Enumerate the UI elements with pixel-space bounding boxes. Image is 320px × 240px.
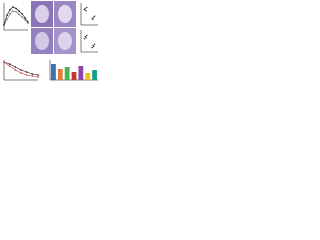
bar xyxy=(57,69,63,80)
line xyxy=(3,6,29,25)
point xyxy=(84,7,86,10)
point xyxy=(14,69,17,71)
tissue-region xyxy=(58,32,72,50)
tissue-region xyxy=(35,5,49,23)
point xyxy=(31,75,34,77)
point xyxy=(12,6,14,8)
bar xyxy=(92,70,97,80)
figure xyxy=(3,1,98,81)
point xyxy=(92,44,94,47)
point xyxy=(3,25,5,27)
bar xyxy=(71,72,77,80)
tissue-region xyxy=(35,32,49,50)
point xyxy=(18,10,20,12)
point xyxy=(15,7,17,10)
bar xyxy=(64,67,70,80)
point xyxy=(93,16,95,18)
point xyxy=(9,8,11,11)
point xyxy=(37,76,39,78)
point xyxy=(20,69,22,71)
point xyxy=(24,17,26,19)
point xyxy=(93,45,95,48)
point xyxy=(21,16,23,18)
point xyxy=(25,74,28,76)
point xyxy=(91,46,93,49)
point xyxy=(12,10,14,12)
point xyxy=(93,43,96,45)
point xyxy=(8,65,11,67)
point xyxy=(3,61,5,63)
point xyxy=(27,22,29,25)
histology-images xyxy=(31,1,76,54)
point xyxy=(15,10,17,13)
tissue-region xyxy=(58,5,72,23)
bar xyxy=(51,64,56,80)
point xyxy=(37,74,39,76)
point xyxy=(27,21,29,23)
point xyxy=(84,35,86,38)
line xyxy=(3,10,29,27)
point xyxy=(93,15,96,17)
point xyxy=(14,66,17,68)
point xyxy=(86,34,88,37)
point xyxy=(83,38,86,40)
point xyxy=(92,18,94,21)
point xyxy=(20,72,22,74)
bar xyxy=(85,73,91,80)
point xyxy=(6,14,8,16)
point xyxy=(91,17,93,20)
point xyxy=(86,6,88,9)
point xyxy=(85,37,87,39)
point xyxy=(83,8,86,11)
point xyxy=(8,63,11,65)
point xyxy=(21,13,23,15)
point xyxy=(85,10,87,12)
point xyxy=(6,18,8,21)
point xyxy=(31,73,34,75)
point xyxy=(24,18,26,21)
point xyxy=(25,71,28,73)
bar xyxy=(78,66,84,80)
point xyxy=(18,13,20,16)
point xyxy=(9,13,11,15)
